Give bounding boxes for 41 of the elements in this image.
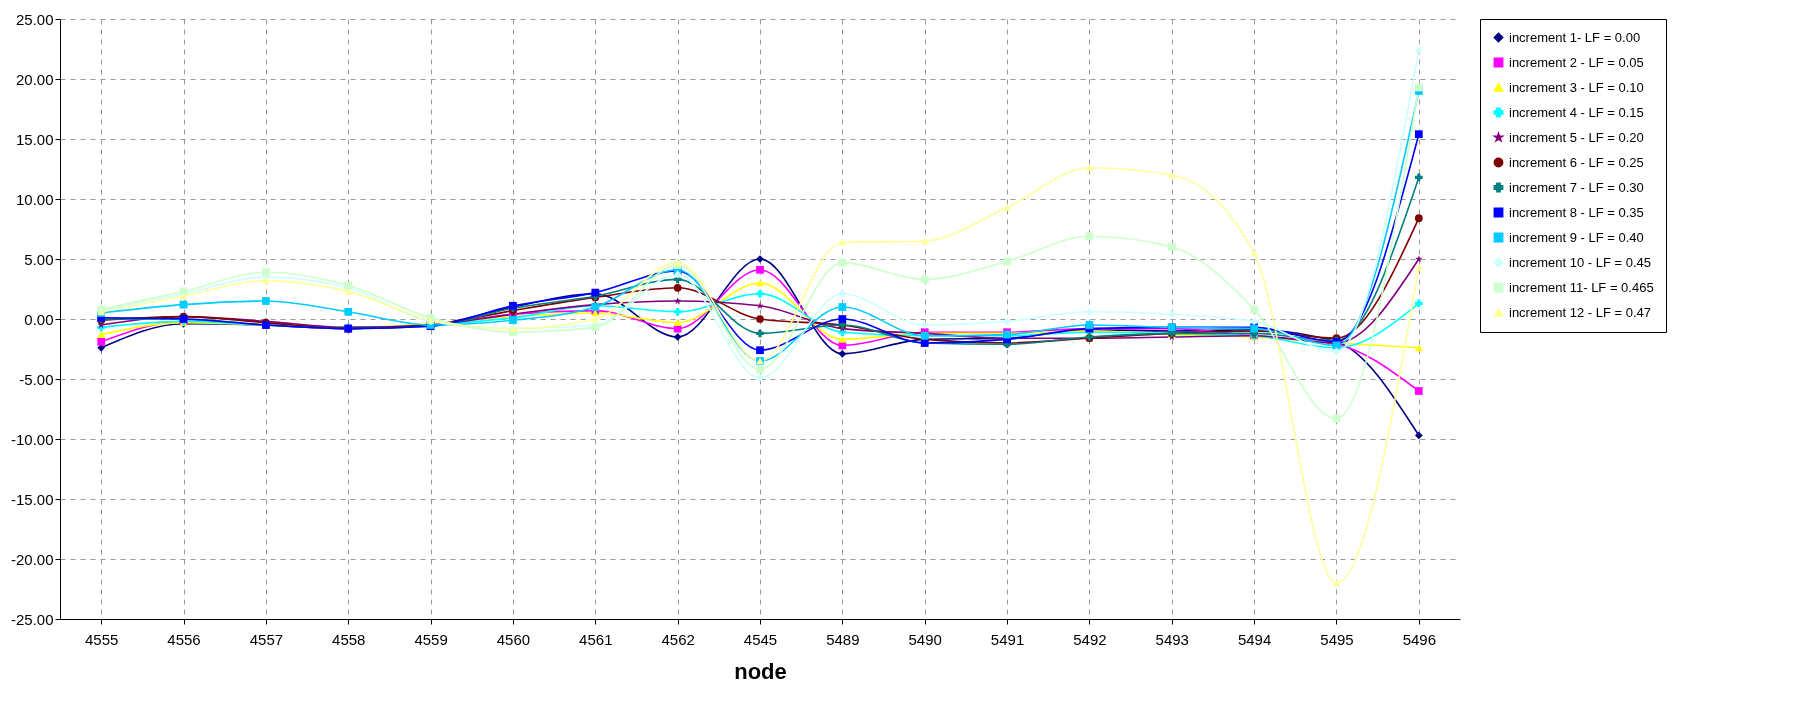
y-tick-label: 20.00 bbox=[15, 70, 54, 88]
x-tick-label: 4556 bbox=[167, 630, 201, 648]
legend-label: increment 12 - LF = 0.47 bbox=[1509, 304, 1651, 320]
legend-label: increment 6 - LF = 0.25 bbox=[1509, 154, 1644, 170]
x-tick-label: 4557 bbox=[249, 630, 284, 648]
x-tick-label: 4558 bbox=[332, 630, 366, 648]
y-tick-label: -20.00 bbox=[10, 550, 54, 568]
y-tick-label: -25.00 bbox=[10, 610, 54, 628]
legend-label: increment 11- LF = 0.465 bbox=[1509, 279, 1654, 295]
y-tick-label: -5.00 bbox=[19, 370, 54, 388]
legend-label: increment 10 - LF = 0.45 bbox=[1509, 254, 1651, 270]
y-tick-label: 0.00 bbox=[24, 310, 54, 328]
x-tick-label: 5491 bbox=[990, 630, 1025, 648]
x-tick-label: 5495 bbox=[1320, 630, 1354, 648]
legend-label: increment 3 - LF = 0.10 bbox=[1509, 79, 1644, 95]
x-tick-label: 4555 bbox=[84, 630, 119, 648]
x-tick-label: 5493 bbox=[1155, 630, 1189, 648]
x-tick-label: 4545 bbox=[743, 630, 778, 648]
x-tick-label: 5494 bbox=[1237, 630, 1272, 648]
x-tick-label: 5496 bbox=[1402, 630, 1437, 648]
x-tick-label: 4560 bbox=[496, 630, 531, 648]
y-tick-label: 5.00 bbox=[24, 250, 54, 268]
legend-label: increment 4 - LF = 0.15 bbox=[1509, 104, 1644, 120]
legend-label: increment 9 - LF = 0.40 bbox=[1509, 229, 1644, 245]
y-tick-label: 10.00 bbox=[15, 190, 54, 208]
y-tick-label: 15.00 bbox=[15, 130, 54, 148]
legend-label: increment 5 - LF = 0.20 bbox=[1509, 129, 1644, 145]
legend-label: increment 7 - LF = 0.30 bbox=[1509, 179, 1644, 195]
y-tick-label: -10.00 bbox=[10, 430, 54, 448]
x-tick-label: 5490 bbox=[908, 630, 942, 648]
x-axis-title: node bbox=[734, 658, 787, 684]
x-tick-label: 5492 bbox=[1073, 630, 1107, 648]
legend-label: increment 8 - LF = 0.35 bbox=[1509, 204, 1644, 220]
x-tick-label: 4562 bbox=[661, 630, 695, 648]
legend-label: increment 1- LF = 0.00 bbox=[1509, 29, 1641, 45]
y-tick-label: -15.00 bbox=[10, 490, 54, 508]
y-tick-label: 25.00 bbox=[15, 10, 54, 28]
x-tick-label: 4559 bbox=[414, 630, 448, 648]
legend-label: increment 2 - LF = 0.05 bbox=[1509, 54, 1644, 70]
x-tick-label: 4561 bbox=[579, 630, 613, 648]
x-tick-label: 5489 bbox=[826, 630, 860, 648]
